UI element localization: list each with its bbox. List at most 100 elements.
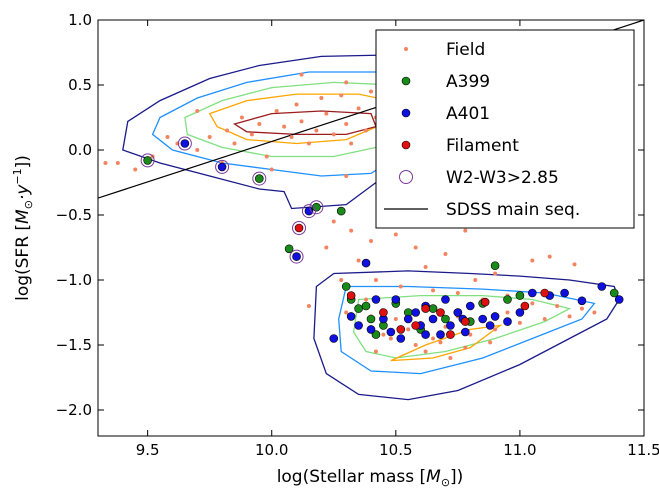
point-a401 (465, 301, 475, 311)
point-field (530, 258, 535, 263)
point-field (443, 252, 448, 256)
x-tick-label: 10.5 (379, 441, 412, 459)
point-field (488, 340, 493, 345)
y-tick-label: −1.0 (56, 271, 92, 289)
point-a401 (560, 288, 569, 298)
y-tick-label: 0.5 (68, 76, 92, 94)
point-field (239, 115, 244, 120)
point-field (463, 345, 468, 350)
point-a399 (255, 174, 264, 183)
legend-label: SDSS main seq. (446, 200, 580, 220)
point-field (195, 148, 200, 152)
point-filament (379, 308, 388, 317)
point-a401 (180, 139, 190, 148)
point-field (339, 93, 344, 98)
point-field (306, 304, 311, 308)
plot-frame (97, 19, 645, 437)
y-axis-label-text: log(SFR [ (13, 224, 33, 301)
point-a401 (503, 317, 512, 326)
point-a401 (446, 321, 455, 330)
point-a401 (461, 327, 470, 337)
point-field (542, 317, 547, 321)
point-a401 (304, 206, 314, 216)
point-field (413, 343, 418, 347)
point-field (364, 297, 369, 302)
point-filament (346, 291, 356, 300)
point-filament (480, 297, 490, 307)
legend-label: W2-W3>2.85 (446, 168, 559, 188)
point-field (344, 174, 349, 178)
point-a399 (341, 282, 351, 291)
legend-label: Field (446, 40, 485, 60)
point-a401 (441, 295, 450, 304)
x-tick-label: 11.5 (627, 441, 659, 459)
point-field (398, 284, 403, 289)
point-a399 (371, 330, 381, 339)
legend-label: Filament (446, 136, 519, 156)
point-field (438, 340, 443, 345)
point-a399 (361, 301, 371, 311)
point-field (567, 314, 572, 319)
legend-items: Field A399 A401 Filament W2-W3>2.85 SDSS main… (384, 40, 580, 220)
x-tick-label: 11.0 (503, 441, 536, 459)
point-a401 (371, 295, 381, 304)
point-field (369, 89, 373, 94)
point-field (249, 132, 254, 137)
point-field (572, 262, 577, 267)
x-axis-unit: M (426, 467, 441, 487)
point-field (463, 228, 468, 233)
point-a401 (528, 288, 537, 298)
contour-line (208, 93, 397, 145)
point-field (555, 304, 560, 308)
point-field (324, 245, 329, 250)
legend-marker (401, 140, 411, 150)
point-a401 (436, 330, 445, 339)
point-w2w3 (215, 159, 230, 174)
point-w2w3 (292, 221, 307, 235)
legend-label: A399 (446, 72, 490, 92)
point-a401 (346, 312, 356, 321)
y-tick-label: −2.0 (56, 401, 92, 419)
point-field (299, 72, 304, 77)
point-field (257, 122, 262, 126)
point-field (393, 317, 398, 321)
scatter-points (103, 70, 624, 360)
point-field (331, 132, 336, 137)
point-a401 (421, 330, 430, 339)
point-field (505, 310, 510, 315)
point-a399 (503, 295, 512, 304)
point-field (455, 291, 460, 295)
point-a399 (428, 304, 438, 313)
y-tick-label: −1.5 (56, 336, 92, 354)
point-field (448, 356, 453, 360)
point-a399 (143, 156, 152, 165)
x-axis-ticks: 9.5 10.0 10.5 11.0 11.5 (136, 20, 659, 459)
point-field (207, 135, 212, 139)
point-field (344, 122, 349, 126)
y-axis-unit: M (13, 209, 33, 224)
y-tick-label: −0.5 (56, 206, 92, 224)
point-a399 (366, 314, 376, 324)
point-a401 (614, 295, 624, 304)
y-axis-ticks: −2.0 −1.5 −1.0 −0.5 0.0 0.5 1.0 (56, 11, 644, 419)
point-field (331, 219, 336, 224)
point-a399 (441, 314, 450, 324)
point-a399 (515, 291, 525, 300)
point-field (364, 128, 369, 133)
x-axis-label: log(Stellar mass [M⊙]) (277, 467, 464, 488)
point-filament (540, 288, 550, 298)
point-field (289, 135, 294, 139)
point-filament (461, 317, 470, 326)
point-field (431, 288, 436, 293)
legend-marker (404, 47, 408, 51)
point-field (356, 258, 361, 263)
point-field (299, 119, 304, 124)
point-a401 (354, 321, 363, 330)
legend-marker (401, 76, 411, 86)
point-a401 (329, 334, 339, 343)
contour-line (313, 270, 620, 401)
point-filament (396, 325, 406, 334)
y-axis-label: log(SFR [M⊙·y−1]) (11, 155, 35, 301)
point-filament (411, 321, 420, 330)
